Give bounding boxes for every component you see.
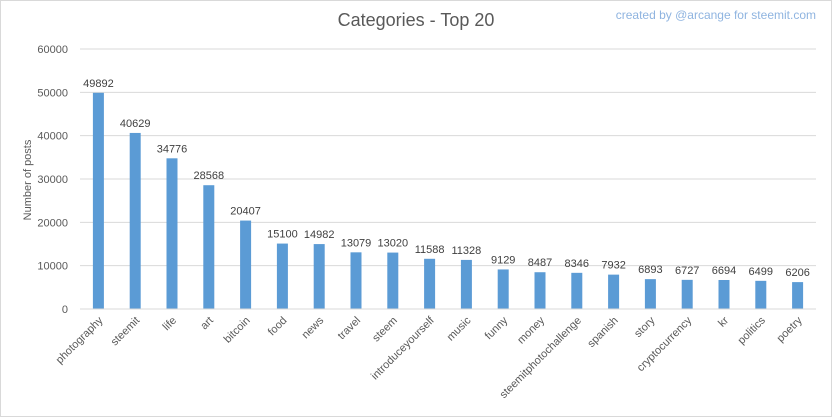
data-label: 13079 bbox=[341, 237, 372, 249]
data-label: 15100 bbox=[267, 229, 298, 241]
chart-title: Categories - Top 20 bbox=[337, 10, 495, 30]
x-tick-label: funny bbox=[483, 314, 511, 342]
data-label: 8487 bbox=[528, 257, 552, 269]
x-tick-label: spanish bbox=[585, 315, 620, 350]
x-tick-label: travel bbox=[336, 315, 364, 343]
data-label: 6694 bbox=[712, 265, 736, 277]
data-label: 6893 bbox=[638, 264, 662, 276]
bar-photography bbox=[92, 92, 104, 309]
credit-text: created by @arcange for steemit.com bbox=[615, 8, 816, 22]
data-label: 9129 bbox=[491, 254, 515, 266]
bar-life bbox=[166, 158, 178, 309]
x-tick-label: bitcoin bbox=[222, 315, 253, 346]
bar-travel bbox=[350, 252, 362, 309]
bar-spanish bbox=[608, 274, 620, 309]
bar-story bbox=[644, 279, 656, 309]
data-label: 6727 bbox=[675, 265, 699, 277]
x-tick-label: steemit bbox=[109, 315, 143, 349]
data-label: 14982 bbox=[304, 229, 335, 241]
y-tick-label: 40000 bbox=[37, 131, 68, 143]
x-tick-label: steem bbox=[370, 315, 400, 345]
data-label: 34776 bbox=[157, 143, 188, 155]
y-tick-label: 10000 bbox=[37, 261, 68, 273]
gridlines bbox=[80, 48, 816, 267]
x-axis-ticks: photography steemit life art bitcoin food news… bbox=[54, 314, 805, 401]
bar-cryptocurrency bbox=[681, 279, 693, 309]
x-tick-label: life bbox=[161, 315, 179, 333]
bar-steemitphotochallenge bbox=[571, 272, 583, 309]
bar-news bbox=[313, 244, 325, 309]
bar-bitcoin bbox=[240, 220, 252, 309]
data-label: 13020 bbox=[378, 238, 409, 250]
bar-poetry bbox=[792, 282, 804, 309]
data-label: 6206 bbox=[785, 267, 809, 279]
data-label: 28568 bbox=[194, 170, 225, 182]
bar-steemit bbox=[129, 132, 141, 309]
y-axis-ticks: 0 10000 20000 30000 40000 50000 60000 bbox=[37, 44, 68, 316]
bar-funny bbox=[497, 269, 509, 309]
data-label: 40629 bbox=[120, 118, 151, 130]
data-label: 11328 bbox=[452, 245, 482, 257]
x-tick-label: money bbox=[515, 314, 547, 346]
y-tick-label: 0 bbox=[62, 304, 68, 316]
x-tick-label: story bbox=[632, 314, 658, 340]
x-tick-label: kr bbox=[716, 314, 731, 329]
y-tick-label: 60000 bbox=[37, 44, 68, 56]
bar-music bbox=[460, 259, 472, 309]
x-tick-label: music bbox=[445, 314, 474, 343]
y-tick-label: 20000 bbox=[37, 217, 68, 229]
bar-politics bbox=[755, 280, 767, 309]
x-tick-label: poetry bbox=[775, 314, 805, 344]
data-label: 11588 bbox=[415, 244, 445, 256]
x-tick-label: food bbox=[266, 315, 290, 339]
data-label: 6499 bbox=[749, 266, 773, 278]
x-tick-label: introduceyourself bbox=[369, 314, 437, 382]
x-tick-label: art bbox=[198, 315, 216, 333]
x-tick-label: news bbox=[300, 314, 327, 341]
data-label: 49892 bbox=[83, 78, 114, 90]
x-tick-label: politics bbox=[736, 314, 769, 347]
x-tick-label: photography bbox=[54, 314, 106, 366]
data-label: 7932 bbox=[601, 260, 625, 272]
y-tick-label: 50000 bbox=[37, 87, 68, 99]
bar-art bbox=[203, 185, 215, 309]
bar-kr bbox=[718, 279, 730, 309]
data-label: 20407 bbox=[230, 206, 261, 218]
bar-food bbox=[276, 243, 288, 309]
bar-steem bbox=[387, 252, 399, 309]
data-labels: 49892 40629 34776 28568 20407 15100 14982 13079… bbox=[83, 78, 810, 279]
y-axis-label: Number of posts bbox=[22, 139, 34, 220]
bar-introduceyourself bbox=[424, 258, 436, 309]
data-label: 8346 bbox=[565, 258, 589, 270]
y-tick-label: 30000 bbox=[37, 174, 68, 186]
bar-money bbox=[534, 272, 546, 309]
bars bbox=[92, 92, 804, 309]
